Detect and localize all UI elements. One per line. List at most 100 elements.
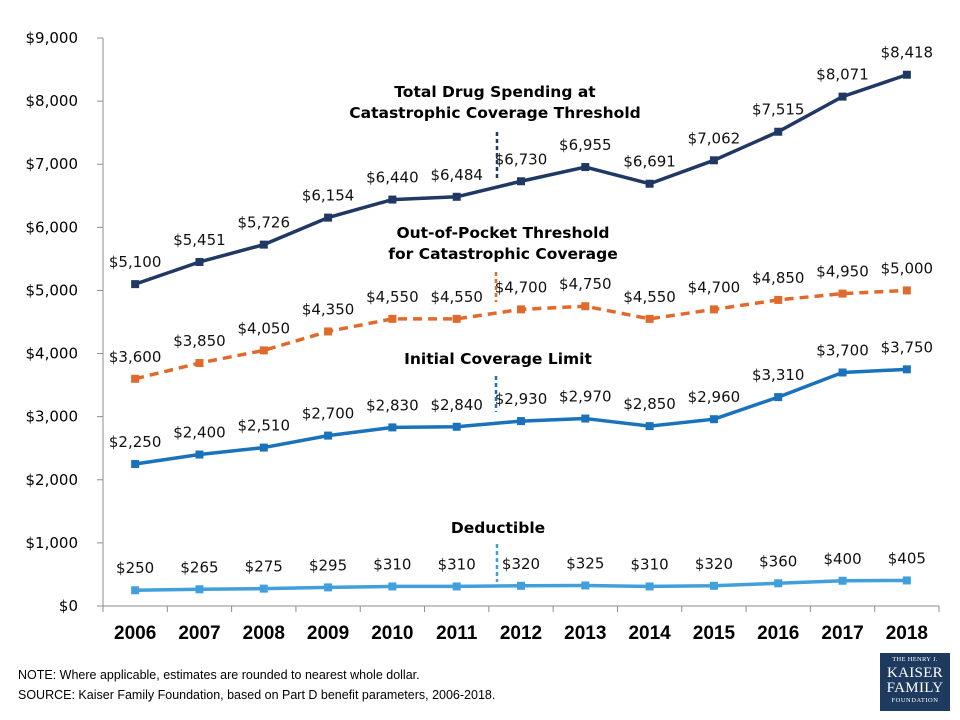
series-marker-3 (195, 585, 204, 594)
data-label-2: $2,830 (366, 396, 419, 414)
series-marker-2 (195, 450, 204, 459)
data-label-1: $3,600 (109, 348, 162, 366)
series-marker-1 (517, 305, 525, 314)
series-marker-0 (195, 257, 204, 266)
series-marker-2 (517, 417, 525, 426)
data-label-2: $2,840 (430, 396, 483, 414)
data-label-0: $7,062 (688, 129, 741, 147)
data-label-1: $4,550 (366, 288, 419, 306)
series-name-line: Out-of-Pocket Threshold (396, 224, 609, 242)
series-name-line: Total Drug Spending at (394, 83, 596, 101)
chart-axes: $0 $1,000 $2,000 $3,000 $4,000 $5,000 $6,000 $7… (26, 29, 940, 644)
x-tick-label: 2018 (886, 623, 928, 644)
y-tick-label: $8,000 (26, 92, 79, 110)
series-marker-3 (388, 582, 397, 591)
data-label-0: $8,418 (881, 44, 934, 62)
data-label-2: $2,970 (559, 388, 612, 406)
series-marker-2 (259, 443, 268, 452)
series-name-line: Initial Coverage Limit (404, 350, 592, 368)
series-marker-3 (902, 576, 911, 585)
series-marker-2 (902, 365, 911, 374)
data-label-1: $4,550 (430, 288, 483, 306)
series-name-label-3: Deductible (451, 519, 545, 537)
series-marker-2 (324, 431, 333, 440)
series-annotations: Total Drug Spending at Catastrophic Cover… (349, 83, 641, 582)
series-marker-1 (581, 302, 590, 311)
footnote-source: SOURCE: Kaiser Family Foundation, based … (18, 688, 496, 702)
data-label-0: $6,154 (302, 187, 355, 205)
series-marker-0 (902, 70, 911, 79)
data-label-3: $320 (502, 555, 540, 573)
data-label-2: $2,400 (173, 424, 226, 442)
series-marker-1 (709, 305, 718, 314)
series-marker-3 (452, 582, 461, 591)
series-marker-0 (581, 163, 590, 172)
data-label-0: $5,100 (109, 253, 162, 271)
data-label-1: $4,950 (816, 263, 869, 281)
data-label-3: $250 (116, 559, 154, 577)
data-label-2: $2,930 (495, 390, 548, 408)
series-marker-2 (774, 393, 783, 402)
footnote-note: NOTE: Where applicable, estimates are ro… (18, 668, 420, 682)
series-marker-1 (131, 374, 140, 383)
series-marker-3 (259, 584, 268, 593)
series-marker-1 (452, 314, 461, 323)
data-label-0: $6,484 (430, 166, 483, 184)
series-marker-0 (709, 156, 718, 165)
series-marker-2 (131, 460, 140, 468)
kaiser-logo: THE HENRY J. KAISER FAMILY FOUNDATION (880, 653, 950, 711)
series-marker-0 (388, 195, 397, 204)
data-label-3: $320 (695, 555, 733, 573)
x-tick-label: 2007 (178, 623, 220, 644)
data-label-0: $5,726 (238, 214, 291, 232)
series-marker-0 (324, 213, 333, 222)
data-label-0: $6,440 (366, 169, 419, 187)
data-label-0: $6,955 (559, 136, 612, 154)
data-label-1: $4,850 (752, 269, 805, 287)
series-marker-3 (131, 586, 140, 595)
series-marker-1 (838, 289, 847, 298)
x-tick-label: 2008 (243, 623, 285, 644)
y-tick-label: $0 (59, 597, 78, 615)
data-label-0: $5,451 (173, 231, 226, 249)
data-label-2: $3,700 (816, 341, 869, 359)
data-label-1: $4,750 (559, 275, 612, 293)
data-label-3: $275 (245, 558, 283, 576)
series-marker-2 (645, 422, 654, 431)
data-label-3: $405 (888, 549, 926, 567)
y-tick-label: $9,000 (26, 29, 79, 47)
data-label-3: $310 (631, 555, 669, 573)
series-marker-3 (581, 581, 590, 590)
series-marker-1 (195, 359, 204, 368)
series-marker-2 (581, 414, 590, 423)
series-marker-1 (324, 327, 333, 336)
x-tick-label: 2016 (757, 623, 799, 644)
series-marker-0 (452, 192, 461, 201)
data-label-1: $4,550 (623, 288, 676, 306)
data-label-2: $2,250 (109, 433, 162, 451)
series-name-label-1: Out-of-Pocket Threshold for Catastrophic … (388, 224, 617, 263)
series-marker-3 (774, 579, 783, 588)
series-marker-3 (645, 582, 654, 591)
series-marker-1 (902, 286, 911, 295)
data-label-2: $2,850 (623, 395, 676, 413)
y-tick-label: $4,000 (26, 345, 79, 363)
series-marker-1 (645, 314, 654, 323)
x-tick-label: 2012 (500, 623, 542, 644)
series-name-label-0: Total Drug Spending at Catastrophic Cover… (349, 83, 641, 122)
x-tick-label: 2015 (693, 623, 736, 644)
data-label-3: $265 (180, 558, 218, 576)
data-label-0: $6,730 (495, 150, 548, 168)
series-marker-3 (517, 581, 525, 590)
series-name-line: for Catastrophic Coverage (388, 245, 617, 263)
data-label-3: $310 (438, 555, 476, 573)
logo-line-4: FOUNDATION (891, 696, 939, 704)
series-marker-3 (709, 581, 718, 590)
series-marker-0 (838, 92, 847, 101)
x-tick-label: 2013 (564, 623, 606, 644)
y-tick-label: $7,000 (26, 155, 79, 173)
series-marker-3 (838, 576, 847, 585)
series-marker-0 (131, 280, 140, 289)
x-tick-label: 2009 (307, 623, 349, 644)
